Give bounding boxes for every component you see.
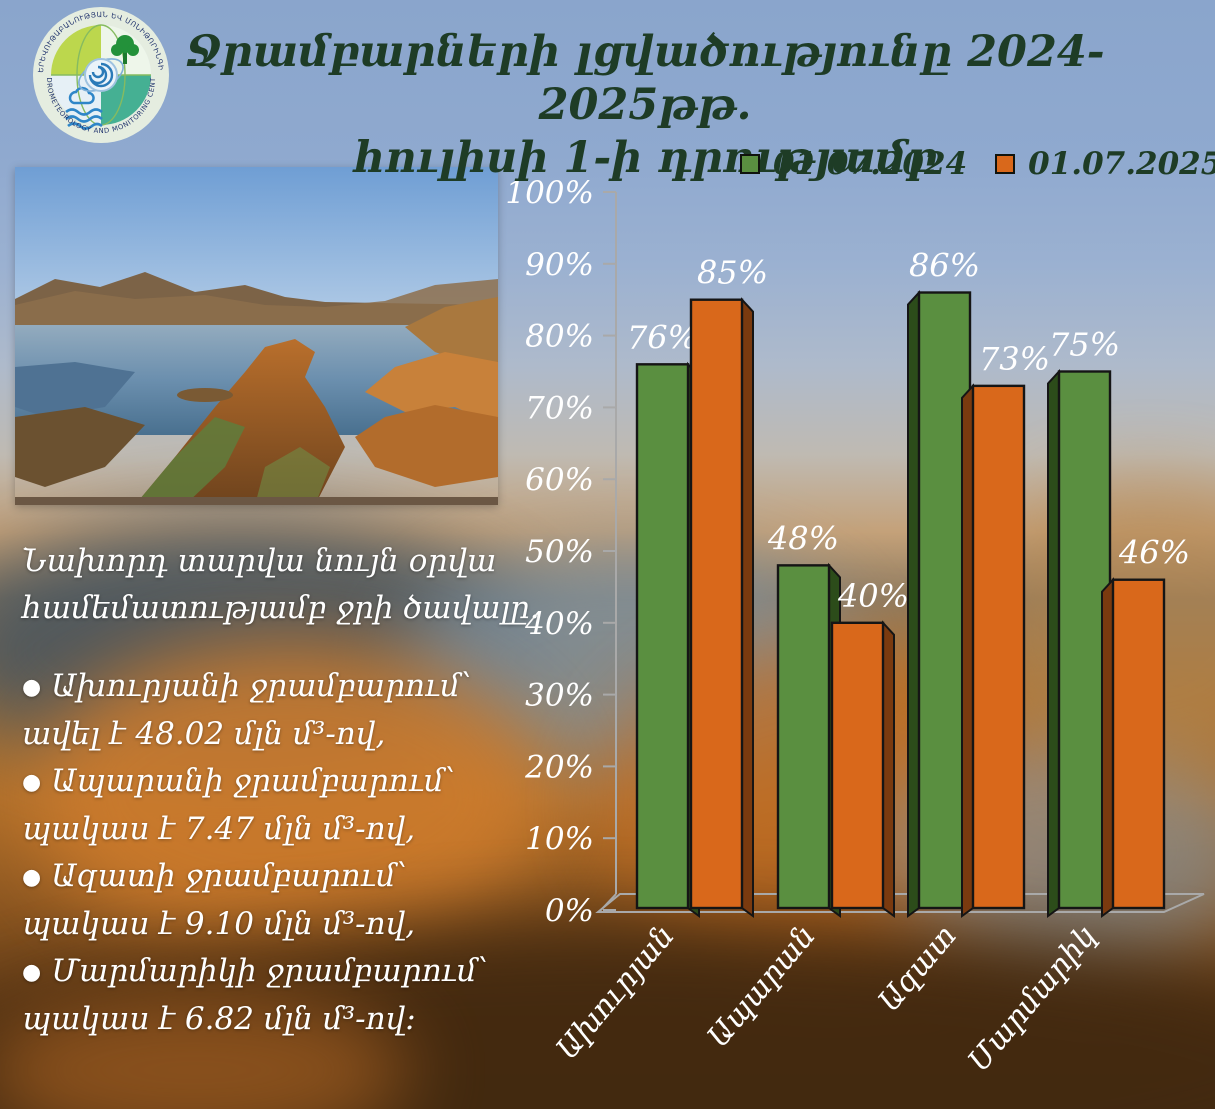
logo-svg: «ՀԻԴՐՈՕԴԵՐԵՎՈՒԹԱԲԱՆՈՒԹՅԱՆ ԵՎ ՄՈՆԻԹՈՐԻՆԳԻ…: [27, 0, 169, 143]
y-tick-label-40%: 40%: [524, 606, 594, 642]
value-label-Ազատ-01.07.2024: 86%: [909, 247, 980, 285]
value-label-Մարմարիկ-01.07.2024: 75%: [1049, 326, 1120, 364]
bar-Ախուրյան-01.07.2024: [635, 363, 690, 910]
photo-green-patch-left: [135, 417, 245, 505]
bar-side-Ազատ-01.07.2025: [961, 383, 974, 918]
category-label-Ախուրյան: Ախուրյան: [550, 919, 682, 1067]
logo-quadrant-teal: [101, 75, 151, 125]
value-label-Ախուրյան-01.07.2025: 85%: [697, 254, 768, 292]
legend-item-2024: 01.07.2024: [740, 146, 967, 182]
value-label-Ազատ-01.07.2025: 73%: [979, 340, 1050, 378]
bar-side-Մարմարիկ-01.07.2024: [1047, 368, 1060, 918]
y-tick-label-100%: 100%: [505, 175, 594, 211]
value-label-Մարմարիկ-01.07.2025: 46%: [1118, 534, 1190, 572]
legend-label-2024: 01.07.2024: [773, 146, 968, 182]
bar-Ազատ-01.07.2025: [971, 384, 1026, 910]
legend-swatch-2025: [995, 154, 1016, 174]
photo-left-inlet: [15, 362, 135, 417]
legend-item-2025: 01.07.2025: [995, 146, 1215, 182]
y-tick-label-70%: 70%: [525, 390, 594, 426]
hydromet-center-logo: «ՀԻԴՐՈՕԴԵՐԵՎՈՒԹԱԲԱՆՈՒԹՅԱՆ ԵՎ ՄՈՆԻԹՈՐԻՆԳԻ…: [27, 0, 172, 146]
legend-label-2025: 01.07.2025: [1028, 146, 1215, 182]
x-axis-floor: [595, 893, 1205, 913]
bullet-aparan-name: ● Ապարանի ջրամբարում՝: [22, 763, 456, 799]
bullet-dot: ●: [22, 770, 42, 795]
y-tick-label-10%: 10%: [525, 821, 594, 857]
chart-legend: 01.07.2024 01.07.2025: [740, 146, 1215, 182]
intro-line-2: համեմատությամբ ջրի ծավալը.: [22, 590, 540, 626]
category-label-Մարմարիկ: Մարմարիկ: [961, 919, 1103, 1079]
y-tick-label-60%: 60%: [525, 462, 594, 498]
photo-left-shore: [15, 407, 145, 487]
cloud-waves-icon: [65, 86, 103, 130]
bullet-azat-value: պակաս է 9.10 մլն մ³-ով,: [22, 906, 416, 942]
value-label-Ապարան-01.07.2024: 48%: [767, 519, 839, 557]
bullet-marmarik-name: ● Մարմարիկի ջրամբարում՝: [22, 953, 489, 989]
bar-Ախուրյան-01.07.2025: [689, 298, 744, 910]
reservoir-photo: [15, 167, 498, 505]
page-title: Ջրամբարների լցվածությունը 2024-2025թթ. հ…: [170, 26, 1120, 185]
y-axis-foot: [599, 893, 617, 912]
bullet-azat-name: ● Ազատի ջրամբարում՝: [22, 858, 408, 894]
bar-Մարմարիկ-01.07.2025: [1111, 578, 1166, 910]
bullet-list: ● Ախուրյանի ջրամբարում՝ ավել է 48.02 մլն …: [22, 663, 502, 1043]
y-tick-label-20%: 20%: [524, 749, 594, 785]
bullet-dot: ●: [22, 865, 42, 890]
photo-bottom-strip: [15, 497, 498, 505]
title-line-2: հուլիսի 1-ի դրությամբ: [353, 133, 937, 183]
bullet-aparan-value: պակաս է 7.47 մլն մ³-ով,: [22, 811, 416, 847]
y-tick-label-50%: 50%: [525, 534, 594, 570]
bar-Ապարան-01.07.2024: [776, 564, 831, 910]
tree-icon: [111, 35, 139, 64]
photo-right-hills: [405, 297, 498, 372]
y-tick-label-80%: 80%: [525, 319, 594, 355]
value-label-Ապարան-01.07.2025: 40%: [837, 577, 909, 615]
photo-right-slope: [355, 405, 498, 487]
logo-quadrant-yellowgreen: [51, 25, 101, 75]
bar-Ապարան-01.07.2025: [830, 621, 885, 910]
intro-line-1: Նախորդ տարվա նույն օրվա: [22, 543, 497, 579]
bg-blob-orange-left: [30, 640, 550, 950]
category-label-Ազատ: Ազատ: [872, 919, 964, 1019]
y-tick-label-0%: 0%: [545, 893, 594, 929]
bullet-dot: ●: [22, 675, 42, 700]
bullet-akhuryan-value: ավել է 48.02 մլն մ³-ով,: [22, 716, 386, 752]
category-label-Ապարան: Ապարան: [701, 919, 823, 1055]
bullet-dot: ●: [22, 960, 42, 985]
legend-swatch-2024: [740, 154, 760, 174]
y-tick-label-90%: 90%: [525, 247, 594, 283]
y-tick-label-30%: 30%: [525, 678, 594, 714]
bar-side-Ապարան-01.07.2025: [882, 620, 895, 918]
photo-right-shore: [365, 352, 498, 427]
reservoir-photo-art: [15, 167, 498, 505]
photo-island: [177, 388, 233, 402]
bar-side-Ազատ-01.07.2024: [907, 289, 920, 918]
bullet-akhuryan-name: ● Ախուրյանի ջրամբարում՝: [22, 668, 472, 704]
comparison-text-block: Նախորդ տարվա նույն օրվա համեմատությամբ ջ…: [22, 538, 540, 1043]
bar-side-Ախուրյան-01.07.2025: [741, 297, 754, 918]
photo-green-patch-right: [255, 447, 330, 505]
value-label-Ախուրյան-01.07.2024: 76%: [627, 318, 698, 356]
bar-side-Մարմարիկ-01.07.2025: [1101, 577, 1114, 918]
cyclone-icon: [78, 58, 124, 92]
title-line-1: Ջրամբարների լցվածությունը 2024-2025թթ.: [185, 27, 1105, 130]
bullet-marmarik-value: պակաս է 6.82 մլն մ³-ով:: [22, 1001, 416, 1037]
